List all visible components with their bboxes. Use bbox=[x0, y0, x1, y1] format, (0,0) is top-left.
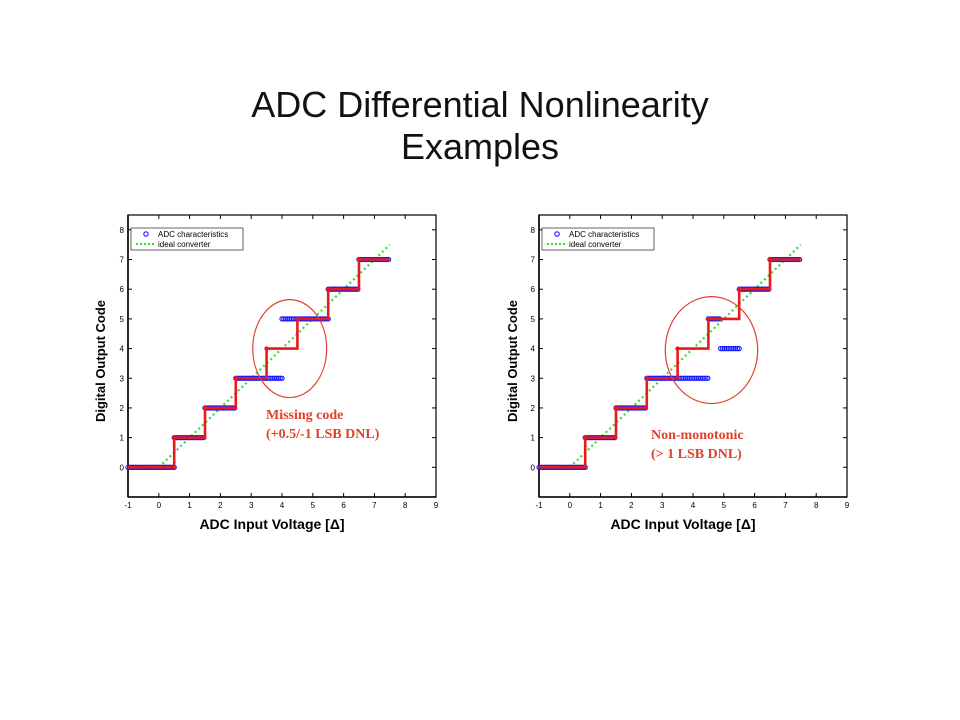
legend-label-adc: ADC characteristics bbox=[158, 230, 228, 239]
step-corner-dot bbox=[356, 257, 362, 262]
staircase-line bbox=[128, 258, 390, 469]
highlight-ellipse bbox=[252, 299, 328, 399]
y-tick-label: 0 bbox=[531, 463, 536, 472]
x-tick-label: -1 bbox=[535, 501, 543, 510]
step-corner-dot bbox=[264, 346, 269, 351]
x-tick-label: 6 bbox=[341, 501, 346, 510]
legend-box bbox=[130, 227, 244, 251]
chart-non-monotonic: -1 0 1 2 3 4 5 6 7 8 9 0 1 2 3 4 5 6 7 8 ADC characteristics… bbox=[499, 214, 850, 535]
y-tick-label: 4 bbox=[120, 345, 125, 354]
x-tick-label: 9 bbox=[845, 501, 850, 510]
legend-label-ideal: ideal converter bbox=[158, 240, 211, 249]
x-tick-label: 3 bbox=[660, 501, 665, 510]
adc-point bbox=[736, 345, 742, 352]
adc-point bbox=[705, 375, 711, 381]
x-axis-label: ADC Input Voltage [Δ] bbox=[610, 516, 755, 532]
annotation-line-1: Non-monotonic bbox=[651, 428, 744, 443]
adc-point bbox=[277, 375, 283, 381]
y-tick-label: 6 bbox=[531, 285, 536, 294]
y-tick-label: 5 bbox=[531, 315, 536, 324]
x-tick-label: 7 bbox=[372, 501, 377, 510]
x-tick-label: 8 bbox=[403, 501, 408, 510]
step-corner-dot bbox=[675, 346, 680, 351]
y-tick-label: 4 bbox=[531, 345, 536, 354]
x-axis-label: ADC Input Voltage [Δ] bbox=[199, 516, 344, 532]
slide-title-line-1: ADC Differential Nonlinearity bbox=[251, 84, 709, 125]
y-tick-label: 5 bbox=[120, 315, 125, 324]
y-tick-label: 8 bbox=[120, 226, 125, 235]
y-tick-label: 1 bbox=[120, 434, 125, 443]
x-tick-label: 0 bbox=[157, 501, 162, 510]
x-tick-label: 5 bbox=[722, 501, 727, 510]
y-tick-label: 1 bbox=[531, 434, 536, 443]
x-tick-label: 2 bbox=[218, 501, 223, 510]
x-tick-label: 3 bbox=[249, 501, 254, 510]
y-tick-label: 2 bbox=[120, 404, 125, 413]
y-tick-label: 7 bbox=[531, 256, 536, 265]
x-tick-label: 8 bbox=[814, 501, 819, 510]
adc-point bbox=[734, 345, 741, 352]
step-corner-dot bbox=[737, 287, 742, 292]
x-tick-label: 7 bbox=[783, 501, 788, 510]
x-tick-label: 5 bbox=[311, 501, 316, 510]
annotation-line-1: Missing code bbox=[266, 408, 343, 423]
highlight-ellipse bbox=[664, 296, 759, 405]
y-tick-label: 3 bbox=[531, 374, 536, 383]
x-tick-label: 4 bbox=[280, 501, 285, 510]
x-tick-label: -1 bbox=[124, 501, 132, 510]
adc-point bbox=[703, 375, 709, 381]
chart-svg: -1 0 1 2 3 4 5 6 7 8 9 0 1 2 3 4 5 6 7 8 ADC characteristics… bbox=[93, 214, 439, 532]
step-corner-dot bbox=[233, 376, 238, 381]
step-corner-dot bbox=[767, 257, 773, 262]
step-corner-dot bbox=[706, 316, 711, 322]
annotation-line-2: (> 1 LSB DNL) bbox=[651, 447, 742, 462]
step-corner-dot bbox=[295, 316, 300, 322]
x-tick-label: 4 bbox=[691, 501, 696, 510]
ideal-converter-line bbox=[569, 243, 802, 469]
legend-box bbox=[541, 227, 655, 251]
x-tick-label: 2 bbox=[629, 501, 634, 510]
slide-title-line-2: Examples bbox=[400, 126, 560, 167]
x-tick-label: 1 bbox=[598, 501, 603, 510]
ideal-converter-line bbox=[158, 243, 391, 469]
adc-point bbox=[279, 375, 285, 381]
y-tick-label: 7 bbox=[120, 256, 125, 265]
step-corner-dot bbox=[172, 435, 177, 440]
chart-svg: -1 0 1 2 3 4 5 6 7 8 9 0 1 2 3 4 5 6 7 8 ADC characteristics… bbox=[505, 214, 850, 532]
x-tick-label: 9 bbox=[434, 501, 439, 510]
annotation-line-2: (+0.5/-1 LSB DNL) bbox=[266, 427, 380, 442]
legend-marker-adc bbox=[143, 231, 149, 237]
legend-label-ideal: ideal converter bbox=[569, 240, 622, 249]
chart-missing-code: -1 0 1 2 3 4 5 6 7 8 9 0 1 2 3 4 5 6 7 8 ADC characteristics… bbox=[88, 214, 439, 535]
step-corner-dot bbox=[202, 405, 208, 411]
staircase-line bbox=[539, 258, 801, 469]
y-tick-label: 0 bbox=[120, 463, 125, 472]
y-tick-label: 3 bbox=[120, 374, 125, 383]
x-tick-label: 0 bbox=[568, 501, 573, 510]
y-tick-label: 6 bbox=[120, 285, 125, 294]
y-axis-label: Digital Output Code bbox=[505, 300, 520, 422]
slide-title: ADC Differential Nonlinearity Examples bbox=[0, 84, 960, 168]
legend-label-adc: ADC characteristics bbox=[569, 230, 639, 239]
step-corner-dot bbox=[644, 376, 649, 381]
x-tick-label: 1 bbox=[187, 501, 192, 510]
step-corner-dot bbox=[613, 405, 619, 411]
y-tick-label: 2 bbox=[531, 404, 536, 413]
step-corner-dot bbox=[326, 287, 331, 292]
x-tick-label: 6 bbox=[752, 501, 757, 510]
legend-marker-adc bbox=[554, 231, 560, 237]
step-corner-dot bbox=[583, 435, 588, 440]
y-axis-label: Digital Output Code bbox=[93, 300, 108, 422]
y-tick-label: 8 bbox=[531, 226, 536, 235]
